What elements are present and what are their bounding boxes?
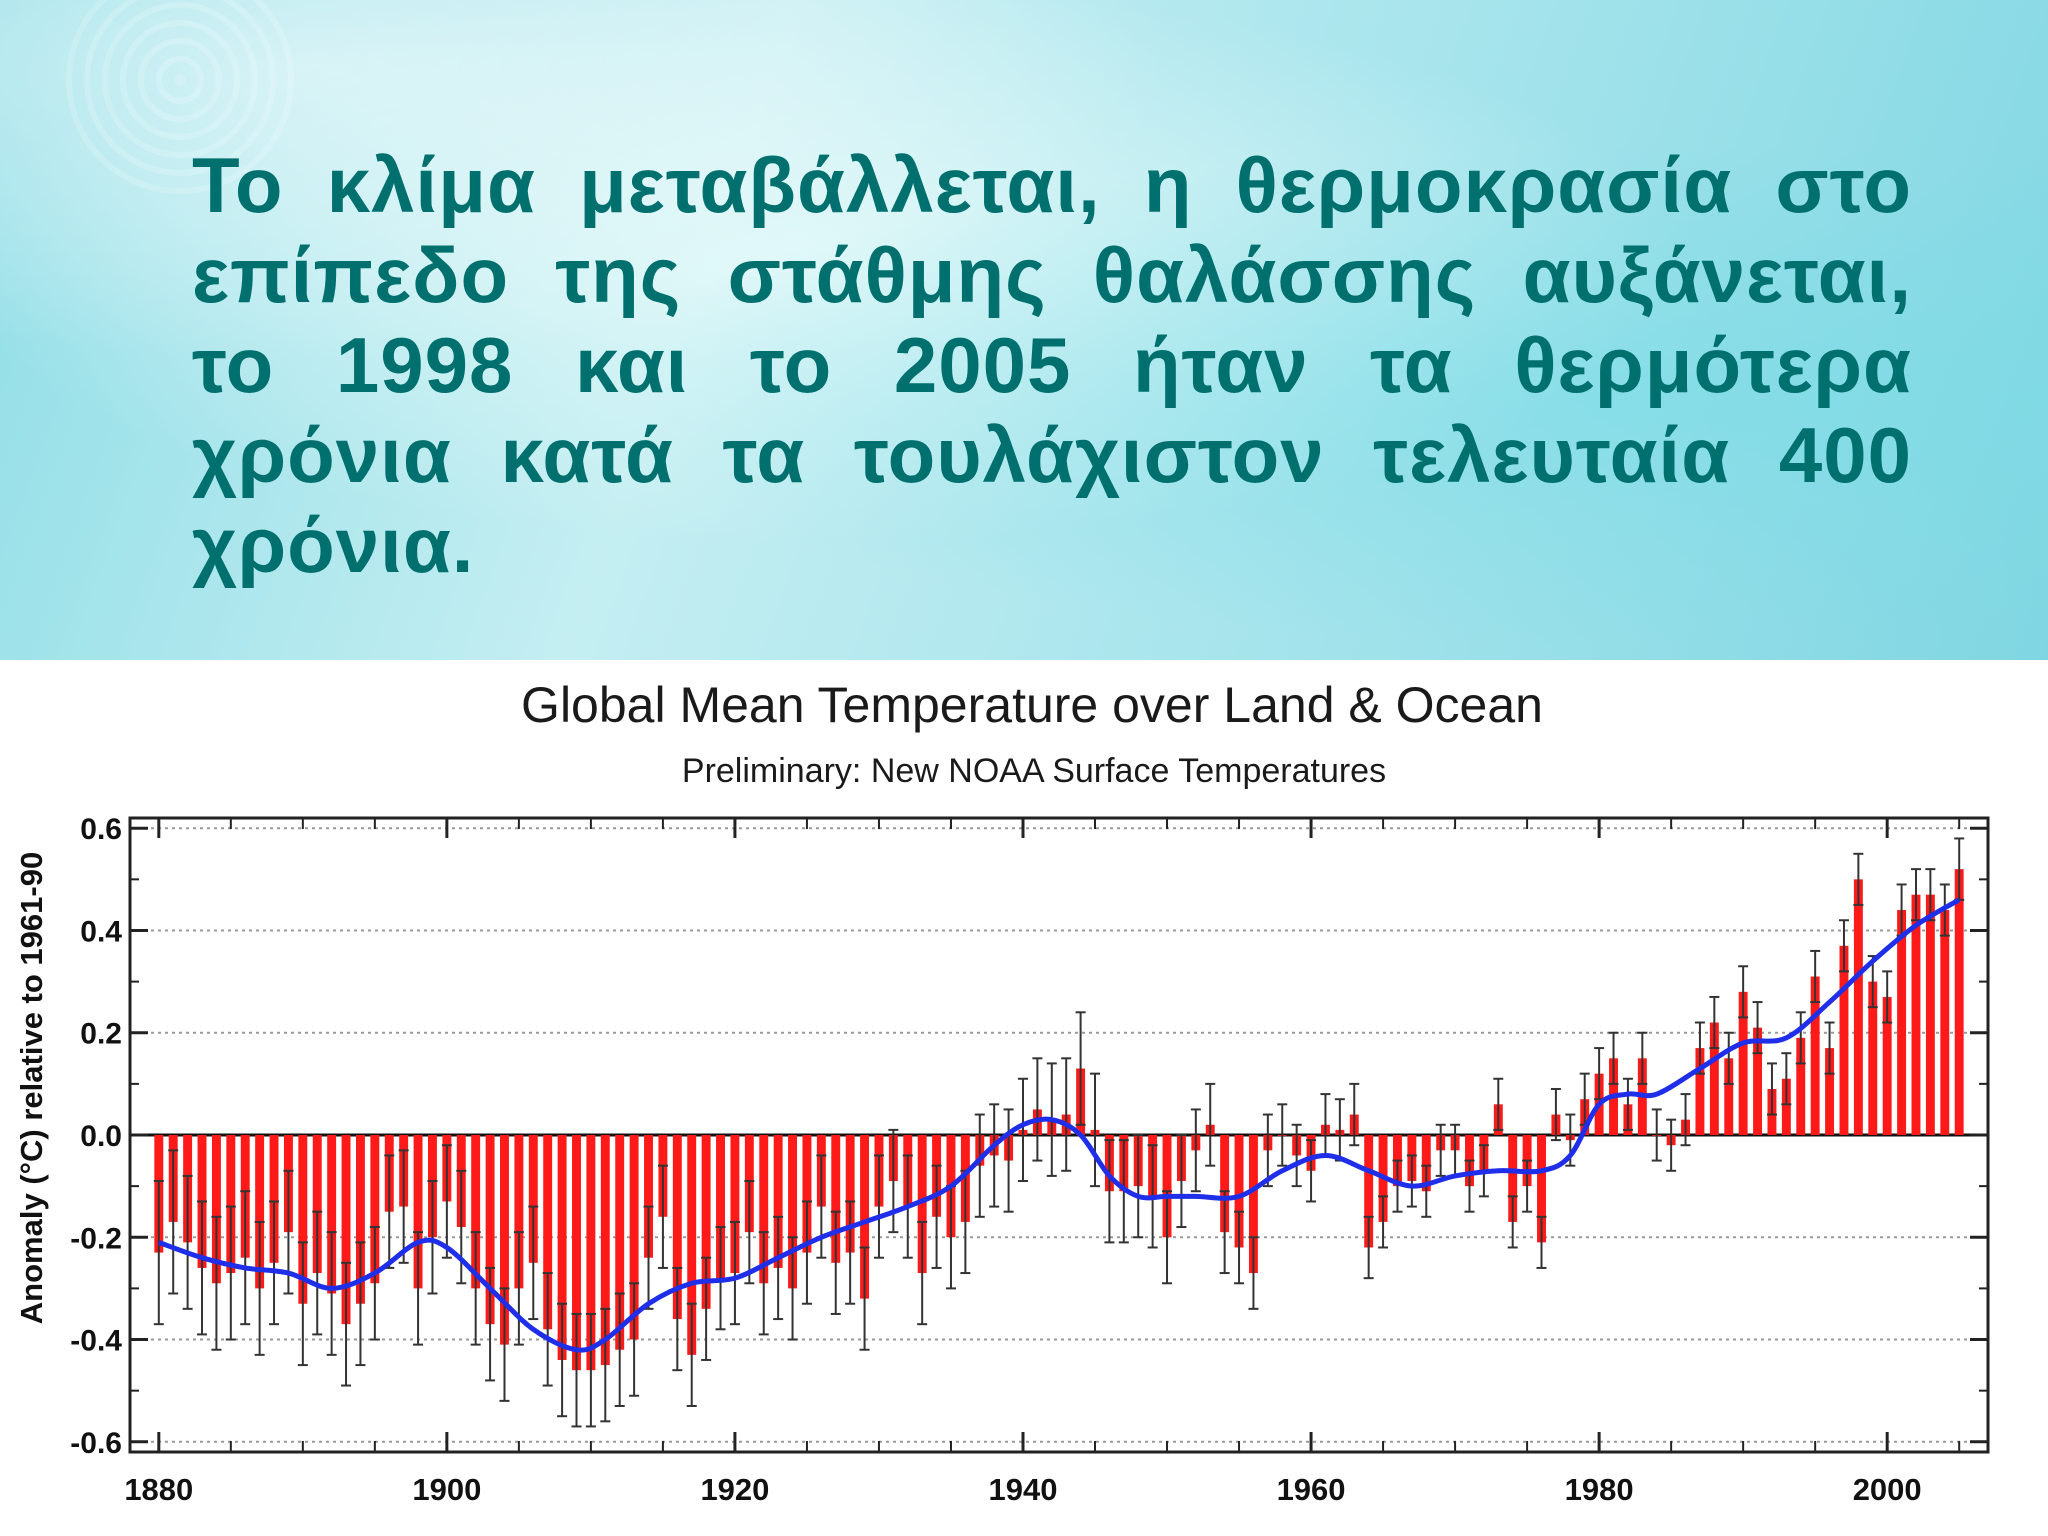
bar-1884 xyxy=(211,1135,221,1284)
bar-1888 xyxy=(269,1135,279,1263)
chart-panel: Global Mean Temperature over Land & Ocea… xyxy=(0,660,2048,1536)
bar-1909 xyxy=(572,1135,581,1371)
bar-1929 xyxy=(860,1135,870,1299)
bar-1923 xyxy=(773,1135,783,1268)
bar-1919 xyxy=(716,1135,725,1279)
bar-1920 xyxy=(730,1135,740,1274)
bar-1933 xyxy=(917,1135,927,1274)
bar-1903 xyxy=(485,1135,495,1325)
bar-1904 xyxy=(500,1135,509,1345)
y-tick-label: -0.4 xyxy=(70,1325,122,1358)
x-tick-label: 2000 xyxy=(1853,1472,1922,1507)
bar-2004 xyxy=(1940,910,1950,1135)
bar-1996 xyxy=(1825,1048,1835,1135)
bar-1925 xyxy=(802,1135,812,1253)
bar-1918 xyxy=(701,1135,711,1309)
y-axis-label: Anomaly (°C) relative to 1961-90 xyxy=(14,852,49,1324)
bar-1890 xyxy=(298,1135,308,1304)
bar-2005 xyxy=(1954,869,1964,1135)
bar-1995 xyxy=(1810,976,1820,1135)
bar-1974 xyxy=(1508,1135,1518,1222)
bar-1928 xyxy=(845,1135,855,1253)
bar-1917 xyxy=(687,1135,697,1355)
y-tick-label: -0.2 xyxy=(70,1222,122,1255)
bar-1991 xyxy=(1753,1027,1763,1135)
bar-2003 xyxy=(1925,894,1935,1135)
y-tick-label: 0.4 xyxy=(80,915,122,948)
bar-1885 xyxy=(226,1135,236,1274)
bar-1999 xyxy=(1868,981,1878,1135)
slide-background xyxy=(0,0,2048,660)
bar-1892 xyxy=(327,1135,337,1294)
bar-1905 xyxy=(514,1135,524,1289)
x-tick-label: 1880 xyxy=(124,1472,193,1507)
bar-1910 xyxy=(586,1135,596,1371)
bar-1989 xyxy=(1724,1058,1734,1135)
x-tick-label: 1940 xyxy=(989,1472,1058,1507)
bar-1998 xyxy=(1853,879,1863,1135)
bar-1912 xyxy=(615,1135,625,1350)
bar-1911 xyxy=(600,1135,610,1366)
bar-1891 xyxy=(312,1135,322,1274)
bar-1906 xyxy=(528,1135,538,1263)
bar-1916 xyxy=(672,1135,682,1320)
bar-1993 xyxy=(1781,1078,1791,1135)
decorative-swirl xyxy=(60,0,300,200)
bar-2000 xyxy=(1882,996,1892,1135)
bar-1994 xyxy=(1796,1037,1806,1135)
x-tick-label: 1980 xyxy=(1565,1472,1634,1507)
bar-1898 xyxy=(413,1135,423,1289)
bar-1907 xyxy=(543,1135,553,1330)
bar-1913 xyxy=(629,1135,639,1340)
bar-1988 xyxy=(1709,1022,1719,1135)
bar-1927 xyxy=(831,1135,841,1263)
bar-1894 xyxy=(355,1135,365,1304)
bar-2001 xyxy=(1897,910,1907,1135)
bar-1976 xyxy=(1537,1135,1546,1243)
y-tick-label: 0.6 xyxy=(80,813,122,846)
temperature-chart: Global Mean Temperature over Land & Ocea… xyxy=(14,677,1990,1507)
bar-1987 xyxy=(1695,1048,1705,1135)
bar-1895 xyxy=(370,1135,380,1284)
bar-1914 xyxy=(644,1135,653,1258)
bar-1893 xyxy=(341,1135,351,1325)
bar-1956 xyxy=(1248,1135,1258,1274)
bar-1955 xyxy=(1234,1135,1244,1248)
bar-1924 xyxy=(788,1135,798,1289)
x-tick-label: 1960 xyxy=(1277,1472,1346,1507)
y-tick-label: -0.6 xyxy=(70,1427,122,1460)
bar-1954 xyxy=(1220,1135,1230,1233)
smoothed-trend-line xyxy=(157,897,1961,1353)
chart-title: Global Mean Temperature over Land & Ocea… xyxy=(521,677,1543,733)
bar-1902 xyxy=(471,1135,481,1289)
chart-subtitle: Preliminary: New NOAA Surface Temperatur… xyxy=(682,752,1386,790)
bar-1997 xyxy=(1839,945,1849,1135)
bar-2002 xyxy=(1911,894,1921,1135)
y-tick-label: 0.0 xyxy=(80,1120,122,1153)
bar-1950 xyxy=(1162,1135,1172,1238)
bar-1908 xyxy=(557,1135,567,1360)
y-tick-label: 0.2 xyxy=(80,1018,122,1051)
x-tick-label: 1900 xyxy=(412,1472,481,1507)
bar-1964 xyxy=(1364,1135,1374,1248)
bar-1887 xyxy=(255,1135,265,1289)
bar-1922 xyxy=(759,1135,769,1284)
bar-1968 xyxy=(1421,1135,1431,1192)
slide-heading: Το κλίμα μεταβάλλεται, η θερμοκρασία στο… xyxy=(192,141,1912,589)
bar-1990 xyxy=(1738,991,1748,1135)
x-tick-label: 1920 xyxy=(700,1472,769,1507)
